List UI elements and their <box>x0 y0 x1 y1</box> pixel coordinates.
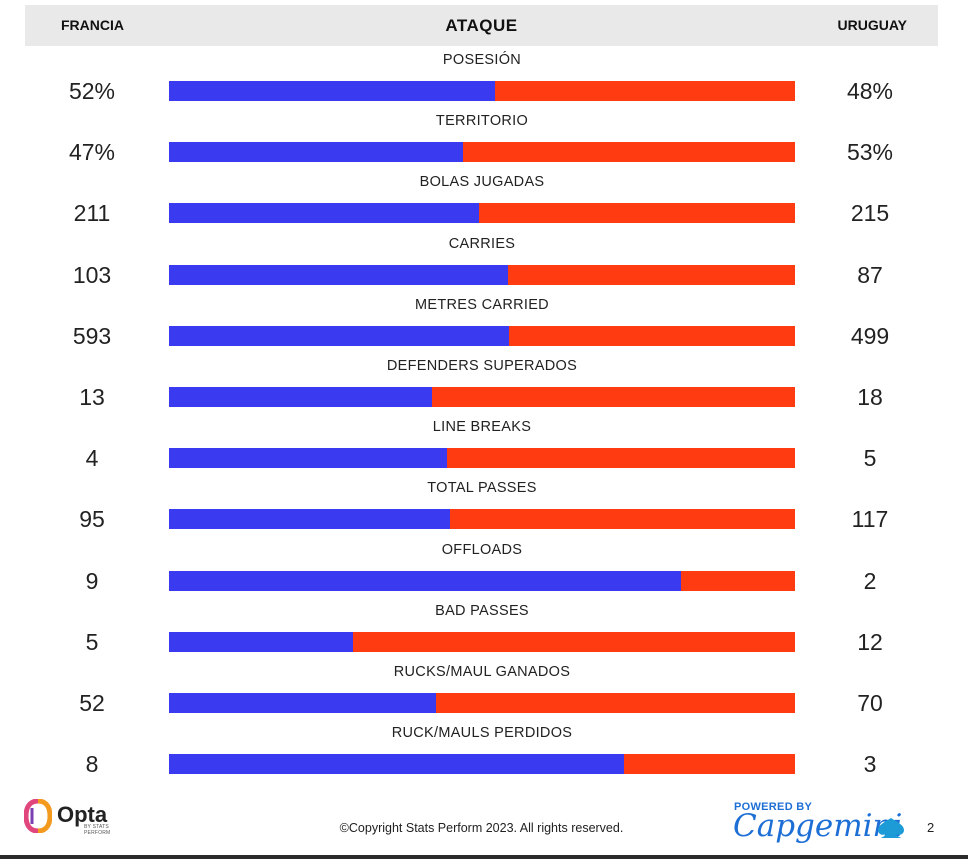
francia-value: 211 <box>73 200 111 227</box>
stat-row: TERRITORIO 47% 53% <box>0 111 968 172</box>
stat-label: METRES CARRIED <box>415 296 549 313</box>
uruguay-bar-segment <box>624 754 795 775</box>
stat-bar <box>169 509 795 530</box>
francia-value: 5 <box>85 628 99 655</box>
uruguay-bar-segment <box>681 570 795 591</box>
uruguay-value: 117 <box>851 506 889 533</box>
uruguay-value: 48% <box>846 78 894 104</box>
stat-bar <box>169 693 795 713</box>
francia-value: 52 <box>79 690 105 716</box>
francia-bar-segment <box>169 387 432 407</box>
opta-subtitle: BY STATS PERFORM <box>84 824 111 836</box>
uruguay-value: 3 <box>863 751 877 778</box>
stat-row: RUCKS/MAUL GANADOS 52 70 <box>0 662 968 723</box>
stat-label: CARRIES <box>448 235 516 252</box>
francia-bar-segment <box>169 570 682 591</box>
capgemini-wordmark: Capgemini <box>733 808 903 844</box>
opta-wordmark: Opta <box>57 802 108 827</box>
uruguay-value: 5 <box>863 445 877 472</box>
francia-value: 95 <box>79 506 105 533</box>
stat-label: BOLAS JUGADAS <box>419 174 545 191</box>
francia-bar-segment <box>169 509 450 530</box>
bottom-divider <box>0 855 968 859</box>
copyright-text: ©Copyright Stats Perform 2023. All right… <box>339 821 624 835</box>
francia-value: 103 <box>72 261 112 288</box>
uruguay-bar-segment <box>431 387 795 407</box>
uruguay-bar-segment <box>447 448 795 469</box>
uruguay-bar-segment <box>508 264 795 285</box>
francia-bar-segment <box>169 325 509 346</box>
uruguay-bar-segment <box>435 693 795 713</box>
stat-bar <box>169 81 795 101</box>
stat-label: RUCK/MAULS PERDIDOS <box>391 725 573 742</box>
capgemini-spade-icon <box>878 818 904 838</box>
stat-row: BOLAS JUGADAS 211 215 <box>0 172 968 233</box>
francia-bar-segment <box>169 693 436 713</box>
francia-bar-segment <box>169 81 495 101</box>
stat-label: TERRITORIO <box>435 113 529 130</box>
stat-bar <box>169 387 795 407</box>
stat-label: TOTAL PASSES <box>427 480 537 497</box>
stat-row: RUCK/MAULS PERDIDOS 8 3 <box>0 723 968 784</box>
opta-logo: Opta BY STATS PERFORM <box>24 799 134 836</box>
uruguay-value: 2 <box>863 567 877 594</box>
opta-mark-icon <box>24 799 52 833</box>
francia-bar-segment <box>169 754 625 775</box>
stat-row: OFFLOADS 9 2 <box>0 540 968 601</box>
francia-bar-segment <box>169 142 464 163</box>
uruguay-value: 499 <box>850 322 890 349</box>
uruguay-bar-segment <box>479 203 795 224</box>
uruguay-bar-segment <box>463 142 795 163</box>
stat-bar <box>169 325 795 346</box>
uruguay-bar-segment <box>508 325 795 346</box>
uruguay-value: 87 <box>857 261 883 288</box>
francia-value: 593 <box>72 322 112 349</box>
stat-bar <box>169 203 795 224</box>
stat-row: METRES CARRIED 593 499 <box>0 295 968 356</box>
francia-bar-segment <box>169 448 448 469</box>
francia-bar-segment <box>169 264 509 285</box>
uruguay-value: 215 <box>850 200 890 227</box>
stat-label: DEFENDERS SUPERADOS <box>386 358 578 374</box>
stat-row: DEFENDERS SUPERADOS 13 18 <box>0 356 968 417</box>
team-left-label: FRANCIA <box>61 17 124 33</box>
stat-bar <box>169 142 795 163</box>
stat-label: RUCKS/MAUL GANADOS <box>393 664 571 680</box>
stat-label: OFFLOADS <box>441 541 523 558</box>
francia-value: 8 <box>85 751 99 778</box>
stat-bar <box>169 448 795 469</box>
francia-value: 13 <box>79 384 105 410</box>
francia-bar-segment <box>169 203 480 224</box>
stat-row: POSESIÓN 52% 48% <box>0 50 968 111</box>
uruguay-bar-segment <box>449 509 795 530</box>
header-bar: FRANCIA ATAQUE URUGUAY <box>25 5 938 46</box>
uruguay-bar-segment <box>494 81 795 101</box>
francia-bar-segment <box>169 631 354 652</box>
stat-row: CARRIES 103 87 <box>0 234 968 295</box>
stat-label: BAD PASSES <box>435 602 529 619</box>
francia-value: 4 <box>85 445 99 472</box>
stat-row: LINE BREAKS 4 5 <box>0 417 968 478</box>
uruguay-bar-segment <box>353 631 795 652</box>
uruguay-value: 12 <box>857 628 883 655</box>
stat-bar <box>169 264 795 285</box>
francia-value: 47% <box>68 139 116 166</box>
section-title: ATAQUE <box>445 16 518 35</box>
stat-label: POSESIÓN <box>442 52 522 68</box>
stat-bar <box>169 754 795 775</box>
stat-bar <box>169 631 795 652</box>
stat-row: TOTAL PASSES 95 117 <box>0 478 968 539</box>
uruguay-value: 53% <box>846 139 894 166</box>
team-right-label: URUGUAY <box>837 17 908 33</box>
uruguay-value: 70 <box>857 690 883 716</box>
stat-bar <box>169 570 795 591</box>
francia-value: 52% <box>68 78 116 104</box>
francia-value: 9 <box>85 567 99 594</box>
stat-label: LINE BREAKS <box>432 419 532 436</box>
uruguay-value: 18 <box>857 384 883 410</box>
stat-row: BAD PASSES 5 12 <box>0 601 968 662</box>
powered-by-label: POWERED BY <box>734 801 813 813</box>
page-number: 2 <box>927 820 935 835</box>
